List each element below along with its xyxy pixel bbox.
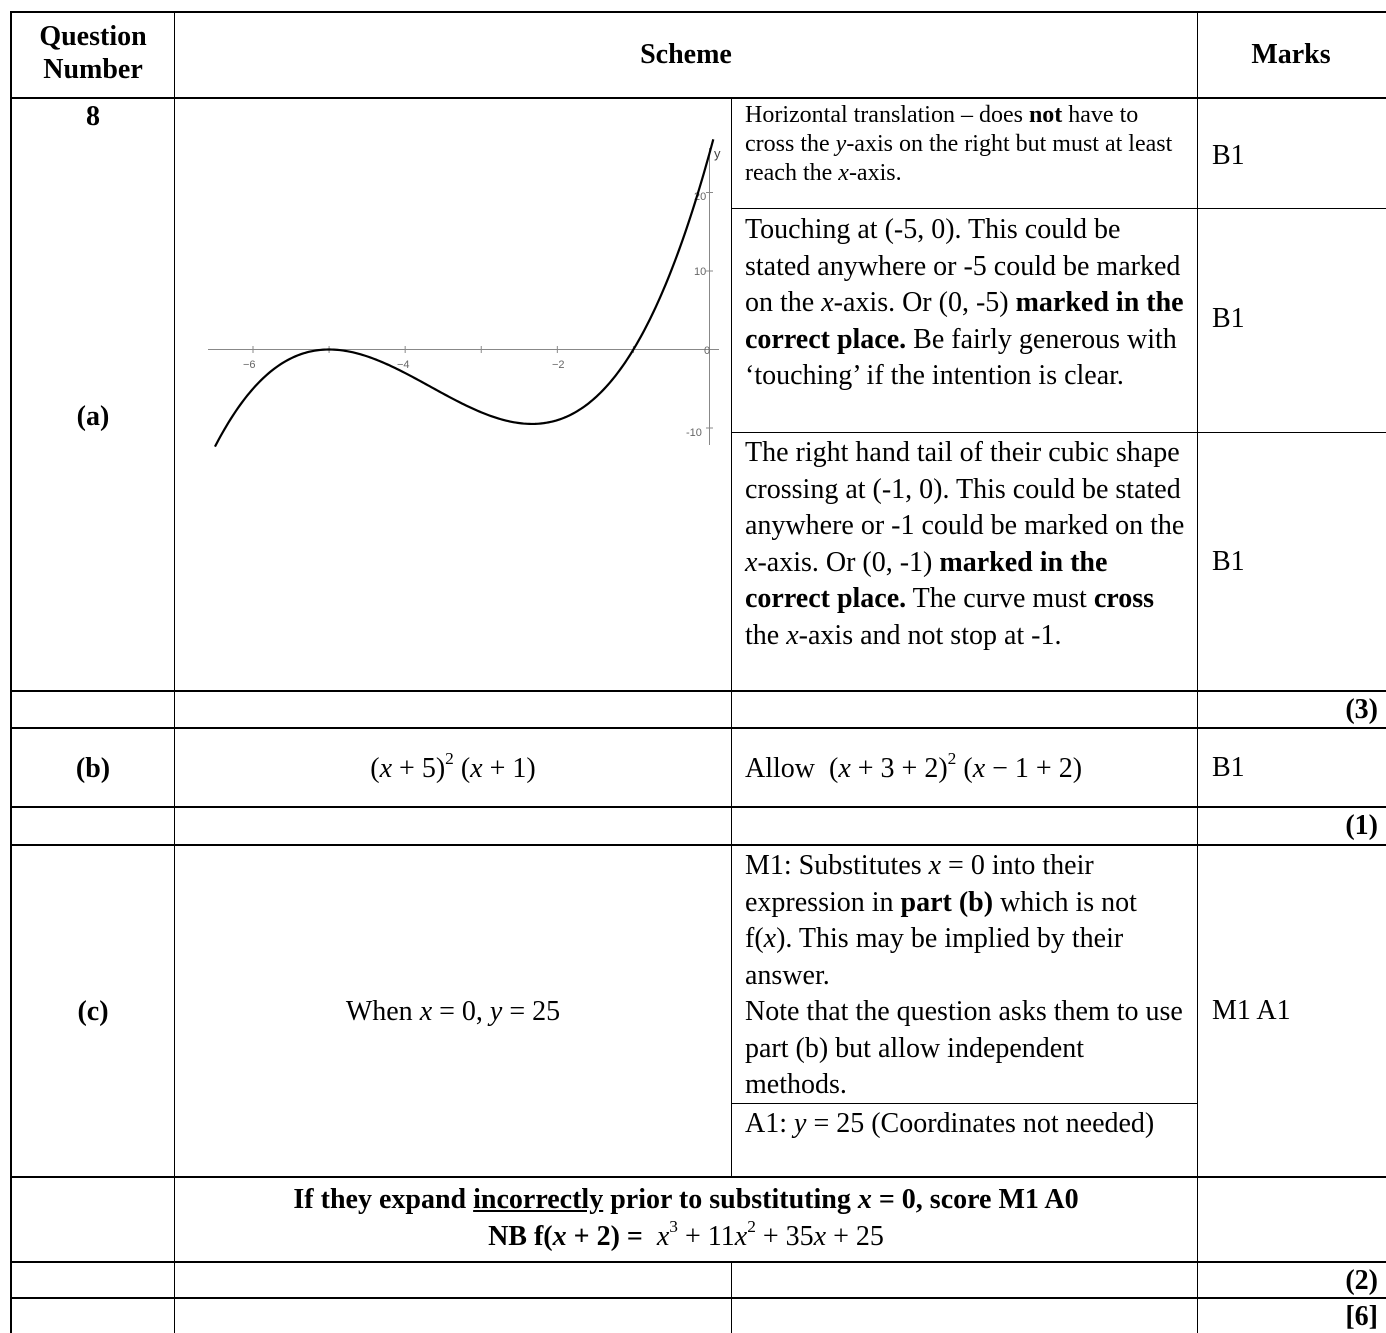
rule-c-note [732, 1103, 1197, 1104]
part-c-note-1: M1: Substitutes x = 0 into their express… [745, 850, 1183, 1100]
x-tick-label-neg6: −6 [243, 359, 256, 371]
header-question-number: Question Number [39, 21, 147, 85]
rule-a-end [10, 690, 1386, 692]
part-a-note-3: The right hand tail of their cubic shape… [745, 437, 1185, 651]
part-c-nb-note: NB f(x + 2) = x3 + 11x2 + 35x + 25 [488, 1216, 884, 1252]
col-rule-2c [731, 1261, 732, 1333]
part-a-note-1: Horizontal translation – does not have t… [745, 102, 1173, 186]
rule-b-end [10, 806, 1386, 808]
origin-label: 0 [704, 345, 710, 357]
part-c-mark: M1 A1 [1212, 995, 1291, 1026]
col-rule-2a [731, 97, 732, 730]
y-axis-label: y [714, 146, 721, 161]
rule-a-note2 [732, 432, 1386, 433]
rule-a-total [10, 727, 1386, 729]
rule-c-end [10, 1176, 1386, 1178]
part-b-total: (1) [1345, 810, 1378, 841]
question-number: 8 [86, 101, 100, 132]
header-marks: Marks [1251, 39, 1331, 70]
part-a-label: (a) [76, 401, 110, 432]
rule-c-total [10, 1297, 1386, 1299]
header-bottom-rule [10, 97, 1386, 99]
col-rule-2b [731, 727, 732, 1177]
part-a-mark-2: B1 [1212, 303, 1245, 334]
part-a-mark-3: B1 [1212, 546, 1245, 577]
part-c-expand-note: If they expand incorrectly prior to subs… [293, 1184, 1079, 1215]
part-b-note: Allow (x + 3 + 2)2 (x − 1 + 2) [745, 748, 1083, 784]
part-a-mark-1: B1 [1212, 140, 1245, 171]
rule-c-note-end [10, 1261, 1386, 1263]
x-tick-label-neg4: −4 [397, 359, 410, 371]
part-c-total: (2) [1345, 1265, 1378, 1296]
part-c-label: (c) [77, 996, 109, 1027]
cubic-curve [213, 139, 715, 448]
table-border-top [10, 11, 1386, 13]
part-b-answer: (x + 5)2 (x + 1) [370, 748, 536, 784]
header-scheme: Scheme [640, 39, 732, 70]
y-tick-label-10: 10 [694, 266, 706, 278]
graph-axes [208, 148, 719, 445]
rule-a-note1 [732, 208, 1386, 209]
col-rule-3 [1197, 11, 1198, 1333]
table-border-left [10, 11, 12, 1333]
part-b-mark: B1 [1212, 752, 1245, 783]
y-tick-label-neg10: -10 [686, 427, 702, 439]
graph-ticks [252, 192, 713, 429]
part-c-answer: When x = 0, y = 25 [345, 996, 561, 1027]
grand-total: [6] [1345, 1301, 1378, 1332]
part-b-label: (b) [75, 753, 111, 784]
part-a-total: (3) [1345, 694, 1378, 725]
rule-b-total [10, 844, 1386, 846]
part-c-note-2: A1: y = 25 (Coordinates not needed) [745, 1108, 1155, 1139]
x-tick-label-neg2: −2 [552, 359, 565, 371]
cubic-graph: y 20 10 -10 −6 −4 −2 0 [208, 139, 721, 448]
col-rule-1 [174, 11, 175, 1333]
part-a-note-2: Touching at (-5, 0). This could be state… [745, 214, 1184, 391]
